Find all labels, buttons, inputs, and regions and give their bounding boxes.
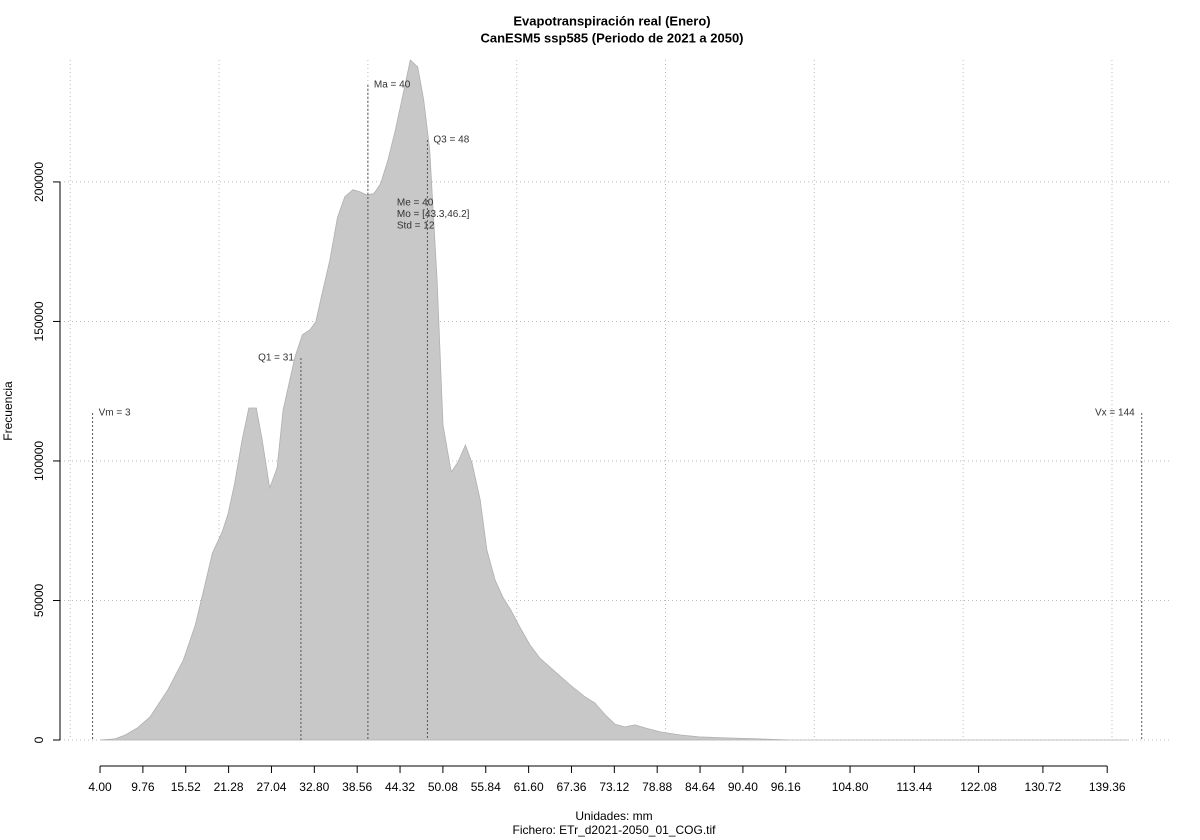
x-tick-label: 104.80 (832, 780, 869, 794)
x-tick-label: 139.36 (1089, 780, 1126, 794)
x-tick-label: 55.84 (471, 780, 501, 794)
x-tick-label: 50.08 (428, 780, 458, 794)
x-tick-label: 84.64 (685, 780, 715, 794)
x-tick-label: 15.52 (171, 780, 201, 794)
x-tick-label: 130.72 (1025, 780, 1062, 794)
caption: Fichero: ETr_d2021-2050_01_COG.tif (513, 823, 717, 837)
marker-label: Q1 = 31 (258, 353, 294, 364)
x-tick-label: 113.44 (896, 780, 932, 794)
stat-label: Std = 12 (397, 221, 435, 232)
y-tick-label: 150000 (32, 301, 46, 341)
x-tick-label: 38.56 (342, 780, 372, 794)
area (99, 59, 1129, 741)
stat-label: Me = 40 (397, 198, 434, 209)
y-axis-label: Frecuencia (1, 381, 15, 441)
marker-label: Ma = 40 (374, 80, 411, 91)
marker-label: Q3 = 48 (433, 135, 469, 146)
x-tick-label: 44.32 (385, 780, 415, 794)
x-tick-label: 122.08 (960, 780, 997, 794)
marker-label: Vx = 144 (1095, 408, 1135, 419)
x-tick-label: 96.16 (771, 780, 801, 794)
chart-subtitle: CanESM5 ssp585 (Periodo de 2021 a 2050) (480, 30, 743, 45)
x-tick-label: 4.00 (88, 780, 112, 794)
x-tick-label: 27.04 (256, 780, 286, 794)
y-tick-label: 100000 (32, 441, 46, 481)
chart-title: Evapotranspiración real (Enero) (513, 13, 710, 28)
x-tick-label: 9.76 (131, 780, 155, 794)
x-axis-label: Unidades: mm (575, 809, 652, 823)
stat-label: Mo = [43.3,46.2] (397, 209, 470, 220)
x-tick-label: 67.36 (556, 780, 586, 794)
x-tick-label: 21.28 (214, 780, 244, 794)
x-tick-label: 78.88 (642, 780, 672, 794)
y-tick-label: 0 (32, 736, 46, 743)
x-tick-label: 90.40 (728, 780, 758, 794)
y-tick-label: 50000 (32, 583, 46, 617)
marker-label: Vm = 3 (99, 408, 131, 419)
y-tick-label: 200000 (32, 162, 46, 202)
x-tick-label: 61.60 (514, 780, 544, 794)
x-tick-label: 32.80 (299, 780, 329, 794)
x-tick-label: 73.12 (599, 780, 629, 794)
